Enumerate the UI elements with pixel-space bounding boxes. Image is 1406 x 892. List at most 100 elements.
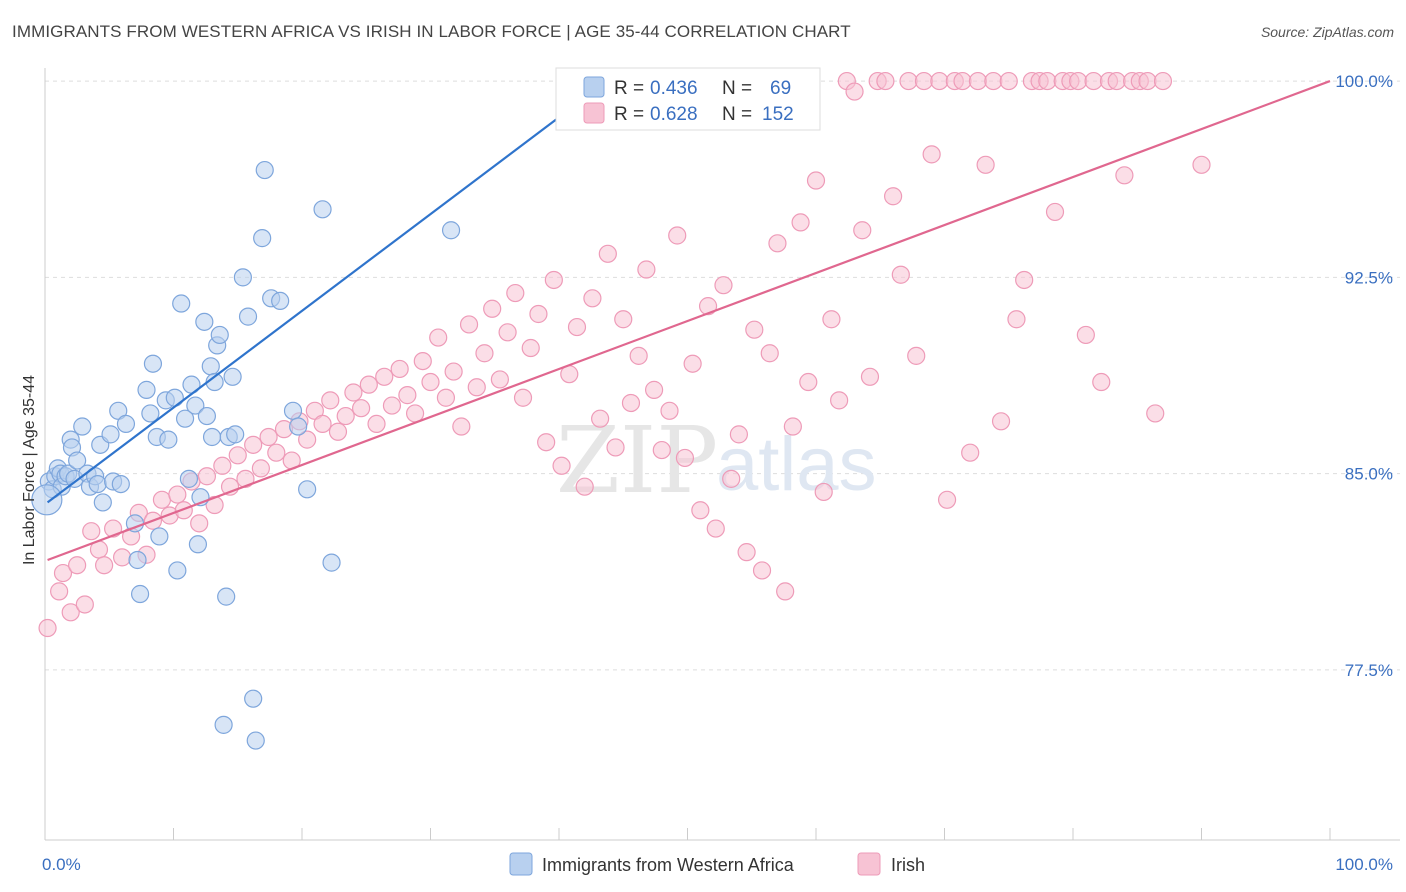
legend-r-value-0: 0.436 bbox=[650, 78, 698, 99]
western-africa-point-27 bbox=[137, 380, 156, 399]
irish-point-111 bbox=[891, 265, 910, 284]
irish-point-51 bbox=[429, 328, 448, 347]
irish-point-42 bbox=[359, 375, 378, 394]
western-africa-point-49 bbox=[210, 325, 229, 345]
irish-point-21 bbox=[197, 467, 217, 486]
irish-point-28 bbox=[251, 459, 270, 478]
irish-point-92 bbox=[745, 320, 764, 339]
irish-point-124 bbox=[991, 412, 1011, 431]
irish-point-66 bbox=[544, 270, 563, 290]
legend: R = 0.436 N = 69 R = 0.628 N = 152 bbox=[555, 67, 821, 131]
irish-point-107 bbox=[860, 367, 880, 386]
irish-point-88 bbox=[714, 276, 733, 295]
western-africa-point-23 bbox=[116, 414, 136, 434]
irish-point-59 bbox=[490, 370, 509, 389]
irish-point-69 bbox=[567, 317, 587, 337]
irish-point-26 bbox=[236, 469, 255, 488]
bottom-legend-swatch-irish bbox=[857, 852, 881, 876]
western-africa-point-54 bbox=[226, 425, 245, 444]
x-tick-label-1: 100.0% bbox=[1335, 855, 1393, 874]
western-africa-point-22 bbox=[111, 474, 130, 494]
western-africa-point-35 bbox=[168, 561, 187, 580]
irish-point-75 bbox=[614, 310, 633, 329]
irish-point-72 bbox=[591, 409, 610, 428]
irish-point-105 bbox=[845, 82, 864, 101]
y-axis-label: In Labor Force | Age 35-44 bbox=[21, 375, 38, 565]
irish-point-136 bbox=[1084, 71, 1103, 91]
irish-point-84 bbox=[683, 354, 702, 373]
irish-point-83 bbox=[675, 448, 695, 468]
series-irish-points bbox=[38, 71, 1211, 638]
irish-point-145 bbox=[1153, 71, 1173, 91]
legend-n-label-0: N = bbox=[722, 78, 752, 99]
irish-point-50 bbox=[421, 372, 440, 392]
western-africa-point-59 bbox=[253, 229, 272, 248]
irish-point-2 bbox=[53, 563, 73, 583]
irish-point-30 bbox=[267, 443, 286, 462]
irish-point-123 bbox=[984, 71, 1003, 91]
irish-point-70 bbox=[575, 477, 594, 496]
y-tick-label-0: 77.5% bbox=[1345, 661, 1393, 680]
irish-point-10 bbox=[112, 548, 132, 567]
legend-r-label-1: R = bbox=[614, 104, 644, 125]
irish-point-23 bbox=[213, 456, 232, 475]
western-africa-point-57 bbox=[244, 689, 263, 708]
irish-point-87 bbox=[706, 519, 725, 538]
irish-point-113 bbox=[907, 346, 926, 365]
watermark-zip: ZIP bbox=[556, 407, 718, 514]
irish-point-101 bbox=[814, 482, 833, 502]
western-africa-point-19 bbox=[101, 425, 120, 444]
irish-point-95 bbox=[768, 234, 787, 253]
irish-point-65 bbox=[537, 433, 556, 452]
western-africa-point-28 bbox=[141, 404, 160, 423]
legend-n-label-1: N = bbox=[722, 104, 752, 125]
western-africa-point-44 bbox=[197, 406, 217, 426]
irish-point-0 bbox=[38, 618, 57, 638]
western-africa-point-45 bbox=[201, 357, 220, 376]
western-africa-point-16 bbox=[88, 474, 107, 494]
western-africa-point-33 bbox=[159, 430, 178, 449]
legend-swatch-irish bbox=[583, 102, 605, 124]
western-africa-point-65 bbox=[298, 480, 317, 499]
irish-point-135 bbox=[1076, 325, 1095, 345]
irish-point-27 bbox=[244, 435, 263, 454]
irish-point-43 bbox=[367, 414, 386, 434]
irish-point-99 bbox=[799, 372, 818, 392]
irish-point-94 bbox=[760, 344, 779, 363]
irish-point-102 bbox=[822, 310, 841, 329]
irish-point-1 bbox=[50, 582, 69, 601]
irish-point-73 bbox=[598, 244, 617, 263]
irish-point-114 bbox=[914, 71, 934, 91]
western-africa-point-46 bbox=[202, 427, 222, 447]
chart-title: IMMIGRANTS FROM WESTERN AFRICA VS IRISH … bbox=[12, 22, 851, 41]
irish-point-17 bbox=[168, 485, 187, 504]
irish-point-37 bbox=[321, 391, 340, 410]
irish-point-38 bbox=[328, 422, 348, 441]
western-africa-point-55 bbox=[233, 268, 252, 287]
irish-point-93 bbox=[752, 561, 772, 580]
western-africa-point-11 bbox=[68, 451, 87, 470]
irish-point-143 bbox=[1138, 71, 1157, 91]
irish-point-58 bbox=[483, 299, 502, 318]
irish-point-106 bbox=[853, 221, 872, 240]
irish-point-98 bbox=[791, 213, 810, 232]
bottom-legend: Immigrants from Western Africa Irish bbox=[509, 852, 925, 876]
irish-point-61 bbox=[506, 283, 525, 303]
irish-point-54 bbox=[452, 417, 471, 436]
legend-n-value-0: 69 bbox=[770, 78, 791, 99]
western-africa-point-12 bbox=[73, 417, 92, 436]
western-africa-point-67 bbox=[322, 553, 341, 572]
irish-point-41 bbox=[352, 399, 371, 418]
irish-point-82 bbox=[668, 226, 687, 245]
bottom-legend-label-western-africa: Immigrants from Western Africa bbox=[542, 855, 795, 875]
irish-point-34 bbox=[298, 430, 317, 449]
irish-point-56 bbox=[467, 378, 486, 397]
irish-point-90 bbox=[729, 425, 749, 444]
irish-point-3 bbox=[61, 603, 80, 622]
irish-point-29 bbox=[259, 427, 278, 447]
western-africa-point-64 bbox=[289, 417, 308, 436]
irish-point-81 bbox=[660, 401, 679, 420]
irish-point-77 bbox=[629, 346, 648, 365]
axes bbox=[44, 68, 1400, 841]
irish-point-96 bbox=[776, 582, 795, 601]
